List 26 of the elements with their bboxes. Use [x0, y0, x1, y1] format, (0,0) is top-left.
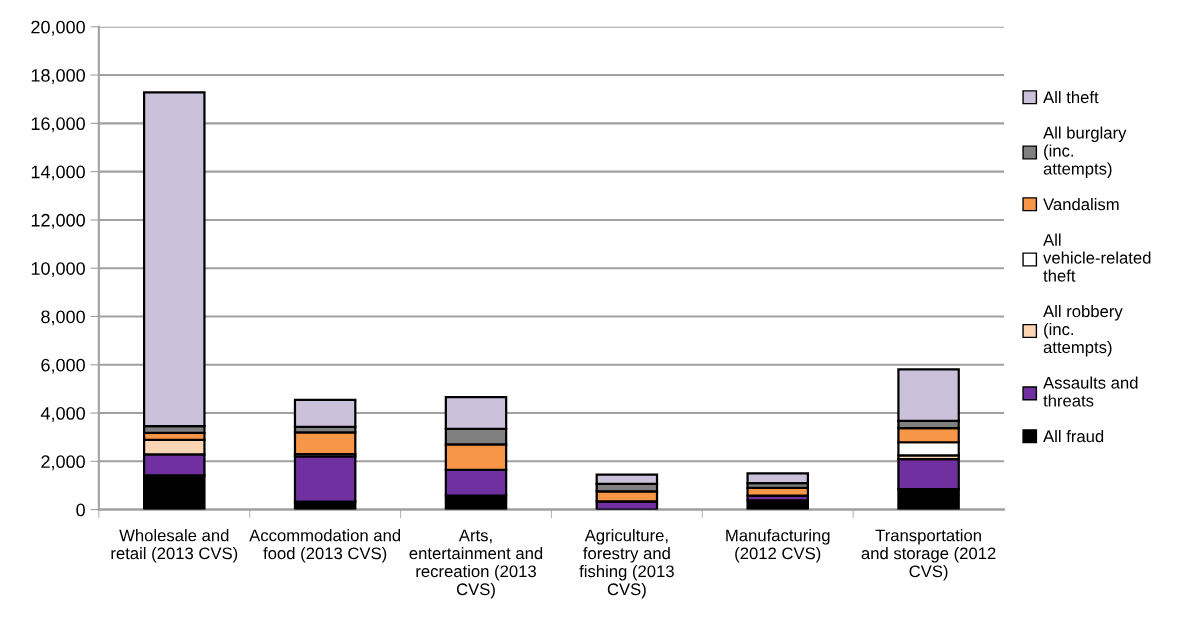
legend-label: Vandalism — [1043, 198, 1119, 211]
x-tick-label: Arts, entertainment and recreation (2013 CVS) — [409, 529, 543, 599]
legend-label: All burglary (inc. attempts) — [1043, 126, 1127, 178]
legend-label: All vehicle-related theft — [1043, 233, 1151, 282]
x-tick-label: Manufacturing (2012 CVS) — [726, 529, 830, 563]
y-tick-label: 20,000 — [31, 20, 85, 36]
y-tick-label: 4,000 — [40, 406, 85, 422]
legend-label: All robbery (inc. attempts) — [1043, 304, 1123, 357]
y-tick-label: 10,000 — [31, 262, 85, 278]
x-tick-label: Wholesale and retail (2013 CVS) — [111, 529, 238, 563]
y-tick-label: 16,000 — [31, 117, 85, 133]
y-tick-label: 8,000 — [41, 310, 85, 326]
y-tick-label: 12,000 — [31, 213, 85, 229]
x-tick-label: Transportation and storage (2012 CVS) — [861, 529, 996, 581]
x-tick-label: Agriculture, forestry and fishing (2013 CVS) — [579, 529, 674, 599]
y-tick-label: 6,000 — [41, 358, 85, 374]
legend-label: All theft — [1043, 90, 1099, 104]
legend-label: All fraud — [1043, 430, 1104, 443]
x-tick-label: Accommodation and food (2013 CVS) — [249, 529, 401, 563]
y-tick-label: 0 — [76, 503, 85, 517]
y-tick-label: 2,000 — [41, 455, 85, 471]
bar — [746, 472, 809, 485]
y-tick-label: 14,000 — [31, 165, 85, 181]
y-tick-label: 18,000 — [31, 69, 85, 84]
bar — [293, 431, 357, 456]
legend-label: Assaults and threats — [1043, 376, 1138, 407]
